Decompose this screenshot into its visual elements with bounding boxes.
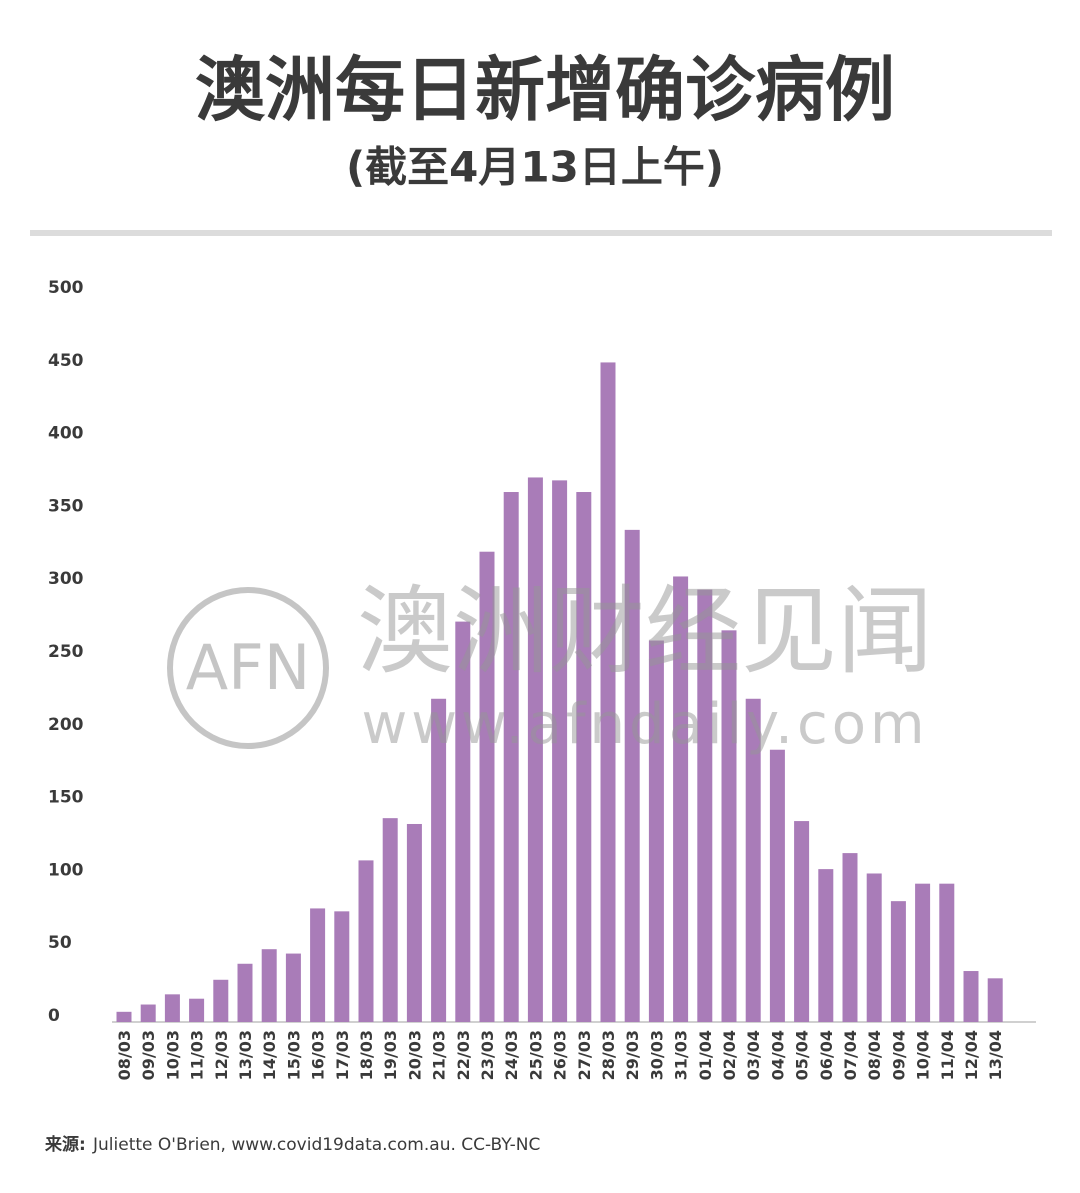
watermark-circle (167, 587, 329, 749)
x-tick-label: 10/04 (914, 1030, 933, 1080)
bar (963, 971, 979, 1022)
y-tick-label: 400 (48, 424, 84, 444)
y-tick-label: 50 (48, 933, 72, 953)
x-tick-label: 13/03 (236, 1030, 255, 1080)
bar (987, 978, 1003, 1022)
x-tick-label: 12/03 (212, 1030, 231, 1080)
watermark-name: 澳洲财经见闻 (357, 575, 933, 687)
x-tick-label: 31/03 (672, 1030, 691, 1080)
x-tick-label: 19/03 (381, 1030, 400, 1080)
chart-subtitle: (截至4月13日上午) (346, 143, 724, 192)
bar (406, 823, 422, 1022)
x-tick-label: 11/04 (938, 1030, 957, 1080)
bar (842, 853, 858, 1022)
bar (527, 477, 543, 1022)
x-tick-label: 11/03 (188, 1030, 207, 1080)
bar (140, 1004, 156, 1022)
x-tick-label: 09/03 (139, 1030, 158, 1080)
x-tick-label: 06/04 (817, 1030, 836, 1080)
bar (624, 529, 640, 1022)
x-tick-label: 08/03 (115, 1030, 134, 1080)
y-tick-label: 100 (48, 860, 84, 880)
watermark-url: www.afndaily.com (361, 692, 928, 757)
x-tick-label: 17/03 (333, 1030, 352, 1080)
x-tick-label: 02/04 (720, 1030, 739, 1080)
bar (334, 911, 350, 1022)
bar (479, 551, 495, 1022)
source: Juliette O'Brien, www.covid19data.com.au… (92, 1135, 540, 1155)
x-tick-label: 26/03 (551, 1030, 570, 1080)
x-tick-label: 20/03 (405, 1030, 424, 1080)
y-tick-label: 250 (48, 642, 84, 662)
x-tick-label: 27/03 (575, 1030, 594, 1080)
bar (382, 818, 398, 1022)
bar (576, 492, 592, 1022)
source-label: 来源: (44, 1134, 86, 1155)
y-tick-label: 350 (48, 496, 84, 516)
bar (721, 630, 737, 1022)
x-tick-label: 13/04 (986, 1030, 1005, 1080)
bar (431, 698, 447, 1022)
x-tick-label: 21/03 (430, 1030, 449, 1080)
bar (189, 998, 205, 1022)
bar (455, 621, 471, 1022)
x-tick-label: 12/04 (962, 1030, 981, 1080)
bar (164, 994, 180, 1022)
bar (745, 698, 761, 1022)
bar (310, 908, 326, 1022)
x-tick-label: 28/03 (599, 1030, 618, 1080)
chart-title: 澳洲每日新增确诊病例 (195, 49, 895, 131)
x-tick-label: 08/04 (865, 1030, 884, 1080)
y-tick-label: 450 (48, 351, 84, 371)
bar (358, 860, 374, 1022)
y-tick-label: 500 (48, 278, 84, 298)
x-tick-label: 29/03 (623, 1030, 642, 1080)
y-tick-label: 200 (48, 715, 84, 735)
x-tick-label: 04/04 (768, 1030, 787, 1080)
bar (673, 576, 689, 1022)
bar (915, 883, 931, 1022)
y-tick-label: 0 (48, 1006, 60, 1026)
bar (939, 883, 955, 1022)
divider (30, 230, 1052, 236)
x-tick-label: 07/04 (841, 1030, 860, 1080)
x-tick-label: 15/03 (284, 1030, 303, 1080)
x-tick-label: 16/03 (309, 1030, 328, 1080)
y-tick-label: 150 (48, 788, 84, 808)
x-tick-label: 09/04 (889, 1030, 908, 1080)
x-tick-label: 30/03 (647, 1030, 666, 1080)
watermark-logo: AFN (186, 631, 310, 704)
y-tick-label: 300 (48, 569, 84, 589)
x-tick-label: 25/03 (526, 1030, 545, 1080)
bar (794, 821, 810, 1022)
bar (237, 963, 253, 1022)
x-tick-label: 24/03 (502, 1030, 521, 1080)
x-tick-label: 03/04 (744, 1030, 763, 1080)
bar (116, 1011, 132, 1022)
x-tick-label: 14/03 (260, 1030, 279, 1080)
bar (769, 749, 785, 1022)
x-tick-label: 23/03 (478, 1030, 497, 1080)
x-tick-label: 18/03 (357, 1030, 376, 1080)
bar (285, 953, 301, 1022)
x-tick-label: 05/04 (793, 1030, 812, 1080)
bar (697, 589, 713, 1022)
x-tick-label: 22/03 (454, 1030, 473, 1080)
x-tick-label: 01/04 (696, 1030, 715, 1080)
bar (890, 901, 906, 1022)
x-tick-label: 10/03 (163, 1030, 182, 1080)
bar (213, 979, 229, 1022)
bar (503, 492, 519, 1022)
bar (552, 480, 568, 1022)
bar (818, 869, 834, 1022)
bar (600, 362, 616, 1022)
bar (648, 640, 664, 1022)
bar (866, 873, 882, 1022)
bar (261, 949, 277, 1022)
